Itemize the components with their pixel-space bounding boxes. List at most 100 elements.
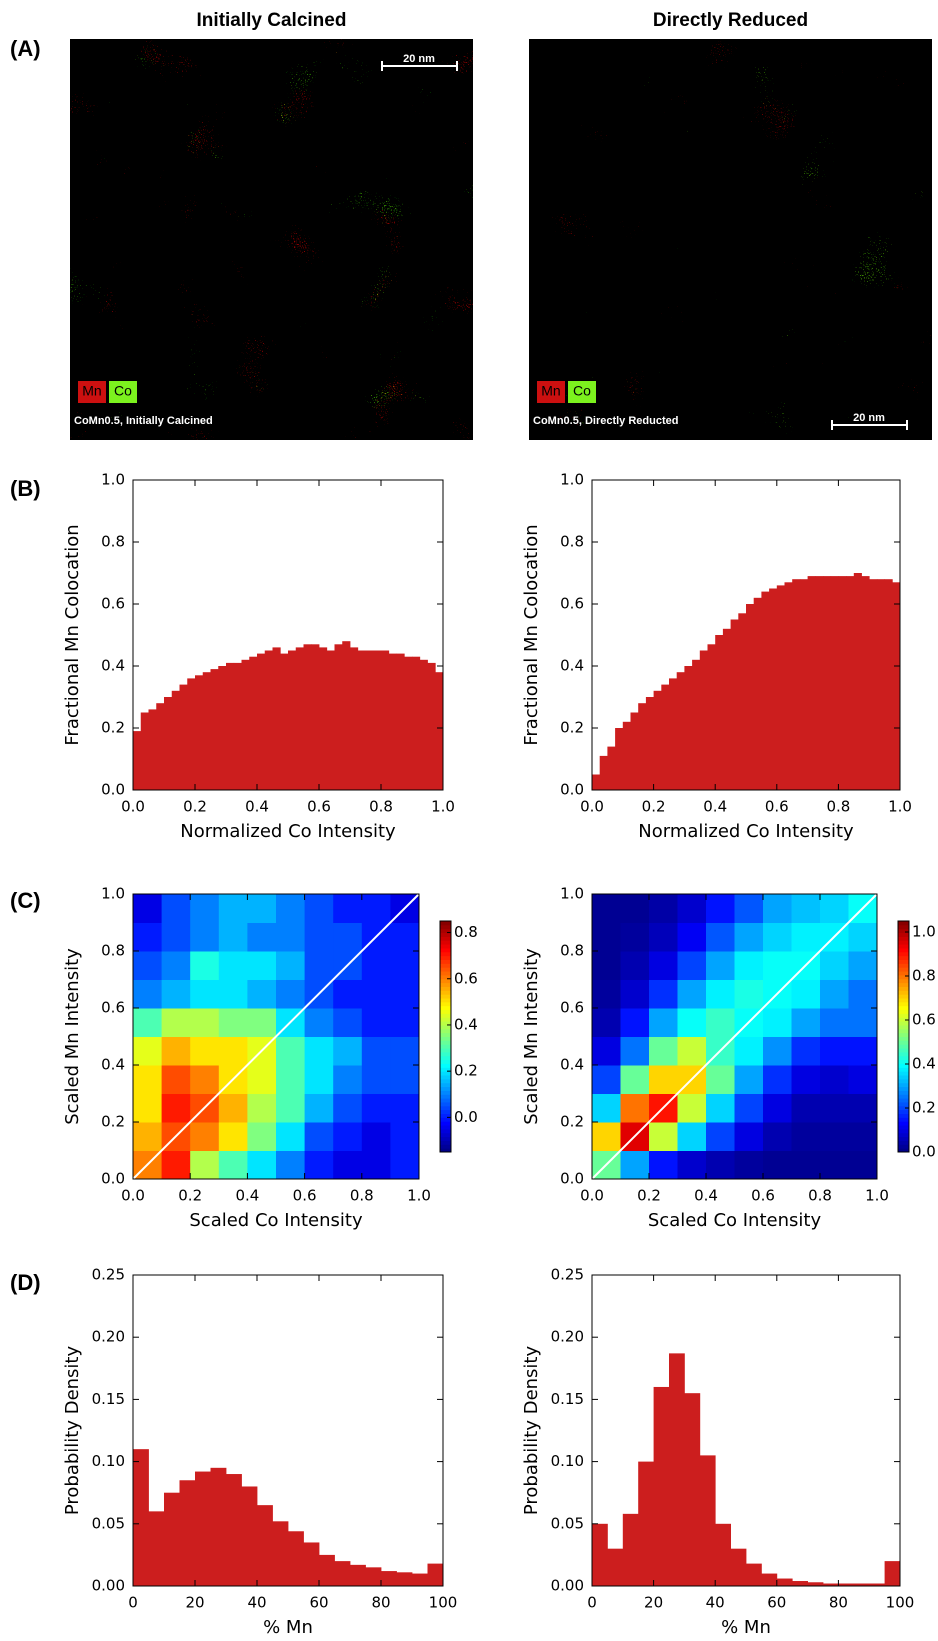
colorbar-segment (440, 1109, 451, 1114)
heatmap-cell (333, 979, 363, 1009)
heatmap-cell (706, 1122, 735, 1151)
legend-box-co (109, 381, 137, 403)
colorbar-segment (898, 924, 909, 930)
y-tick-label: 1.0 (101, 471, 125, 489)
colorbar-segment (898, 1005, 909, 1011)
heatmap-cell (820, 1008, 849, 1037)
y-tick-label: 1.0 (560, 471, 584, 489)
x-axis-label: Normalized Co Intensity (180, 821, 396, 842)
bar (334, 644, 343, 790)
colorbar-segment (898, 974, 909, 980)
heatmap-cell (820, 1122, 849, 1151)
heatmap-cell (276, 1065, 306, 1094)
colorbar-segment (440, 1105, 451, 1111)
heatmap-cell (390, 1150, 420, 1180)
heatmap-cell (218, 951, 248, 980)
scale-bar-label: 20 nm (853, 412, 885, 424)
colorbar-segment (440, 1005, 451, 1011)
x-tick-label: 20 (644, 1594, 663, 1612)
bar (241, 659, 250, 790)
heatmap-cell (848, 951, 878, 980)
heatmap-cell (677, 1150, 707, 1180)
chart: 0 20 40 60 80 100 0.00 0.05 0.10 0.15 0.20 0.25 % Mn… (521, 1266, 914, 1639)
bar (381, 1571, 397, 1586)
bar (350, 1564, 366, 1586)
heatmap-cell (848, 1150, 878, 1180)
heatmap-cell (677, 1122, 707, 1151)
colorbar-segment (898, 1078, 909, 1084)
heatmap-cell (791, 1150, 821, 1180)
bar (373, 650, 382, 790)
heatmap-cell (734, 1150, 764, 1180)
heatmap-cell (333, 894, 363, 923)
bar (638, 703, 647, 790)
heatmap-cell (734, 1122, 764, 1151)
bar (692, 659, 701, 790)
y-tick-label: 0.2 (560, 719, 584, 737)
colorbar-segment (440, 1024, 451, 1030)
colorbar-segment (440, 1094, 451, 1099)
heatmap-cell (133, 951, 163, 980)
x-tick-label: 0.4 (694, 1187, 718, 1205)
x-tick-label: 0.4 (245, 798, 269, 816)
heatmap-cell (304, 922, 334, 952)
legend-box-co (568, 381, 596, 403)
bar (892, 582, 901, 790)
bar (715, 635, 724, 790)
heatmap-cell (677, 1008, 707, 1037)
bar (853, 573, 862, 790)
heatmap-cell (276, 979, 306, 1009)
heatmap-cell (190, 1065, 220, 1094)
x-tick-label: 1.0 (431, 798, 455, 816)
bar (218, 666, 227, 790)
bar (140, 712, 149, 790)
bar (838, 1583, 855, 1586)
bar (776, 585, 785, 790)
colorbar-tick-label: 1.0 (912, 923, 936, 941)
heatmap-cell (649, 894, 678, 923)
heatmap-cell (361, 1122, 391, 1151)
bar (761, 1573, 778, 1586)
y-tick-label: 0.2 (101, 1113, 125, 1131)
colorbar-segment (440, 1086, 451, 1091)
heatmap-cell (190, 894, 220, 923)
heatmap-cell (677, 922, 707, 952)
heatmap-cell (706, 894, 735, 923)
y-tick-label: 0.2 (101, 719, 125, 737)
bar (396, 1572, 413, 1586)
bar (357, 650, 366, 790)
heatmap-cell (706, 922, 735, 952)
heatmap-cell (304, 951, 334, 980)
heatmap-cell (791, 1065, 821, 1094)
colorbar-segment (440, 1059, 451, 1064)
bar (195, 1471, 211, 1586)
y-tick-label: 0.05 (92, 1514, 125, 1532)
heatmap-cell (218, 1093, 248, 1123)
colorbar-segment (898, 1036, 909, 1041)
heatmap-cell (361, 1036, 391, 1066)
colorbar-tick-label: 0.8 (454, 923, 478, 941)
heatmap-cell (791, 1036, 821, 1066)
bar (435, 672, 444, 790)
bar (133, 1449, 149, 1586)
y-axis-label: Scaled Mn Intensity (62, 948, 83, 1125)
x-tick-label: 60 (767, 1594, 786, 1612)
heatmap-cell (390, 1065, 420, 1094)
heatmap-cell (649, 1036, 678, 1066)
colorbar-segment (440, 1067, 451, 1072)
colorbar-segment (898, 1113, 909, 1118)
chart: 0.0 0.2 0.4 0.6 0.8 1.0 0.0 0.2 0.4 0.6 0.8 1.0 Norm… (521, 471, 912, 843)
heatmap-cell (620, 979, 650, 1009)
bar (133, 731, 142, 790)
x-tick-label: 0.2 (637, 1187, 661, 1205)
bar (388, 653, 397, 790)
heatmap-cell (361, 1065, 391, 1094)
bar (838, 576, 847, 790)
heatmap-cell (763, 1065, 792, 1094)
colorbar-segment (898, 1040, 909, 1045)
colorbar-segment (898, 936, 909, 941)
caption: CoMn0.5, Directly Reducted (533, 415, 678, 427)
bar (599, 755, 608, 790)
diagonal (132, 893, 420, 1180)
